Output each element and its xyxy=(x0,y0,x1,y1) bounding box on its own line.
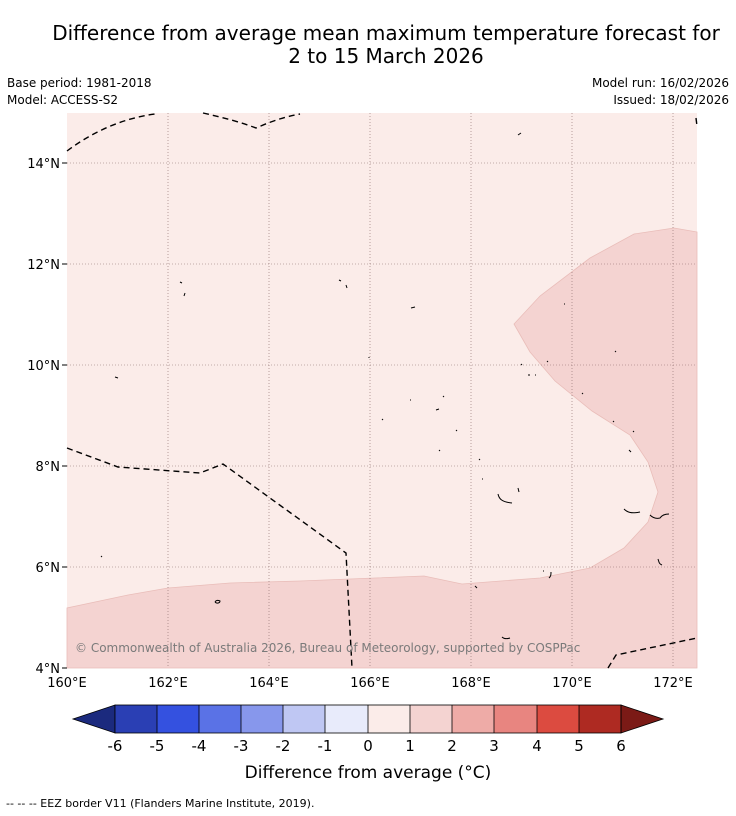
lon-tick-162e: 162°E xyxy=(148,676,188,691)
title-line-1: Difference from average mean maximum tem… xyxy=(52,21,720,45)
colorbar-tick: 3 xyxy=(489,737,499,755)
meta-left: Base period: 1981-2018 Model: ACCESS-S2 xyxy=(7,75,152,109)
colorbar-bin--5-to--4 xyxy=(157,705,199,733)
colorbar-bin-5-to-6 xyxy=(579,705,621,733)
axis-ticks xyxy=(62,162,67,669)
lon-tick-164e: 164°E xyxy=(249,676,289,691)
colorbar-tick: 1 xyxy=(405,737,415,755)
colorbar-tick: 5 xyxy=(574,737,584,755)
colorbar-bin-0-to-1 xyxy=(368,705,410,733)
colorbar-tick: -5 xyxy=(150,737,165,755)
colorbar-bin--4-to--3 xyxy=(199,705,241,733)
eez-footnote: -- -- -- EEZ border V11 (Flanders Marine… xyxy=(6,797,315,810)
colorbar-tick: 2 xyxy=(447,737,457,755)
colorbar: -6 -5 -4 -3 -2 -1 0 1 2 3 4 5 6 xyxy=(71,704,665,755)
lat-tick-10n: 10°N xyxy=(27,359,60,374)
colorbar-bin--6-to--5 xyxy=(115,705,157,733)
lon-tick-160e: 160°E xyxy=(47,676,87,691)
issued-date: Issued: 18/02/2026 xyxy=(613,93,729,107)
colorbar-tick: -1 xyxy=(318,737,333,755)
colorbar-bin--1-to-0 xyxy=(325,705,368,733)
lat-tick-14n: 14°N xyxy=(27,157,60,172)
colorbar-tick: 4 xyxy=(532,737,542,755)
copyright-notice: © Commonwealth of Australia 2026, Bureau… xyxy=(75,641,580,655)
colorbar-bin-2-to-3 xyxy=(452,705,494,733)
lon-tick-166e: 166°E xyxy=(350,676,390,691)
lat-tick-6n: 6°N xyxy=(36,561,61,576)
colorbar-tick: -3 xyxy=(234,737,249,755)
colorbar-extend-low xyxy=(71,704,116,734)
colorbar-separators xyxy=(156,705,580,733)
lat-tick-8n: 8°N xyxy=(36,460,61,475)
warm-region-east xyxy=(66,227,698,669)
lon-tick-170e: 170°E xyxy=(552,676,592,691)
title-line-2: 2 to 15 March 2026 xyxy=(288,44,484,68)
model-run: Model run: 16/02/2026 xyxy=(591,76,729,90)
colorbar-title: Difference from average (°C) xyxy=(244,763,492,783)
gridlines xyxy=(67,113,697,668)
map-title: Difference from average mean maximum tem… xyxy=(0,22,736,68)
colorbar-tick: 6 xyxy=(616,737,626,755)
colorbar-bin--2-to--1 xyxy=(283,705,325,733)
lat-tick-4n: 4°N xyxy=(36,662,61,677)
colorbar-tick: -2 xyxy=(276,737,291,755)
eez-borders xyxy=(66,112,698,669)
lat-tick-12n: 12°N xyxy=(27,258,60,273)
colorbar-tick: 0 xyxy=(363,737,373,755)
colorbar-tick: -6 xyxy=(108,737,123,755)
colorbar-bin-1-to-2 xyxy=(410,705,452,733)
colorbar-extend-high xyxy=(620,704,665,734)
colorbar-tick: -4 xyxy=(192,737,207,755)
lon-tick-172e: 172°E xyxy=(653,676,693,691)
islands xyxy=(100,132,670,640)
colorbar-bin-3-to-4 xyxy=(494,705,537,733)
base-period: Base period: 1981-2018 xyxy=(7,76,152,90)
colorbar-bin--3-to--2 xyxy=(241,705,283,733)
lon-tick-168e: 168°E xyxy=(451,676,491,691)
colorbar-bin-4-to-5 xyxy=(537,705,579,733)
model-name: Model: ACCESS-S2 xyxy=(7,93,119,107)
meta-right: Model run: 16/02/2026 Issued: 18/02/2026 xyxy=(592,75,729,109)
